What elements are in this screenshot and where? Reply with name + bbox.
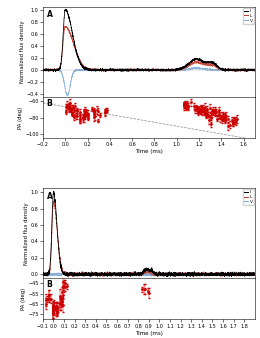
Legend: I, L, V: I, L, V: [243, 189, 254, 205]
X-axis label: Time (ms): Time (ms): [135, 331, 163, 336]
Text: A: A: [47, 10, 53, 19]
Y-axis label: PA (deg): PA (deg): [18, 106, 23, 129]
X-axis label: Time (ms): Time (ms): [135, 149, 163, 154]
Text: A: A: [47, 192, 53, 201]
Y-axis label: Normalized flux density: Normalized flux density: [24, 202, 29, 265]
Y-axis label: Normalized flux density: Normalized flux density: [20, 21, 25, 83]
Text: B: B: [47, 99, 53, 108]
Y-axis label: PA (deg): PA (deg): [21, 288, 26, 310]
Text: B: B: [47, 280, 53, 289]
Legend: I, L, V: I, L, V: [243, 8, 254, 24]
